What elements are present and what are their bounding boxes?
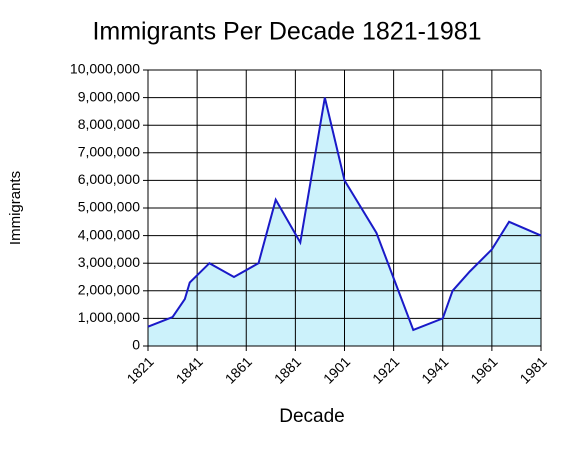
y-tick-label: 2,000,000 [78,282,140,298]
y-tick-label: 0 [132,337,140,353]
y-tick-label: 3,000,000 [78,254,140,270]
x-axis-label: Decade [279,406,345,427]
y-tick-label: 4,000,000 [78,226,140,242]
y-tick-label: 5,000,000 [78,199,140,215]
x-tick-label: 1841 [173,353,206,386]
y-axis-label: Immigrants [7,171,24,245]
y-tick-label: 9,000,000 [78,88,140,104]
x-tick-label: 1901 [320,353,353,386]
x-tick-label: 1961 [467,353,500,386]
y-tick-label: 1,000,000 [78,309,140,325]
x-tick-label: 1881 [271,353,304,386]
x-tick-label: 1921 [369,353,402,386]
series-line [147,97,542,332]
x-tick-label: 1941 [418,353,451,386]
y-tick-label: 10,000,000 [70,61,140,77]
x-tick-label: 1821 [123,353,156,386]
x-tick-label: 1981 [516,353,549,386]
y-tick-label: 7,000,000 [78,144,140,160]
chart-title: Immigrants Per Decade 1821-1981 [92,18,481,46]
y-tick-label: 8,000,000 [78,116,140,132]
x-tick-label: 1861 [222,353,255,386]
y-tick-label: 6,000,000 [78,171,140,187]
